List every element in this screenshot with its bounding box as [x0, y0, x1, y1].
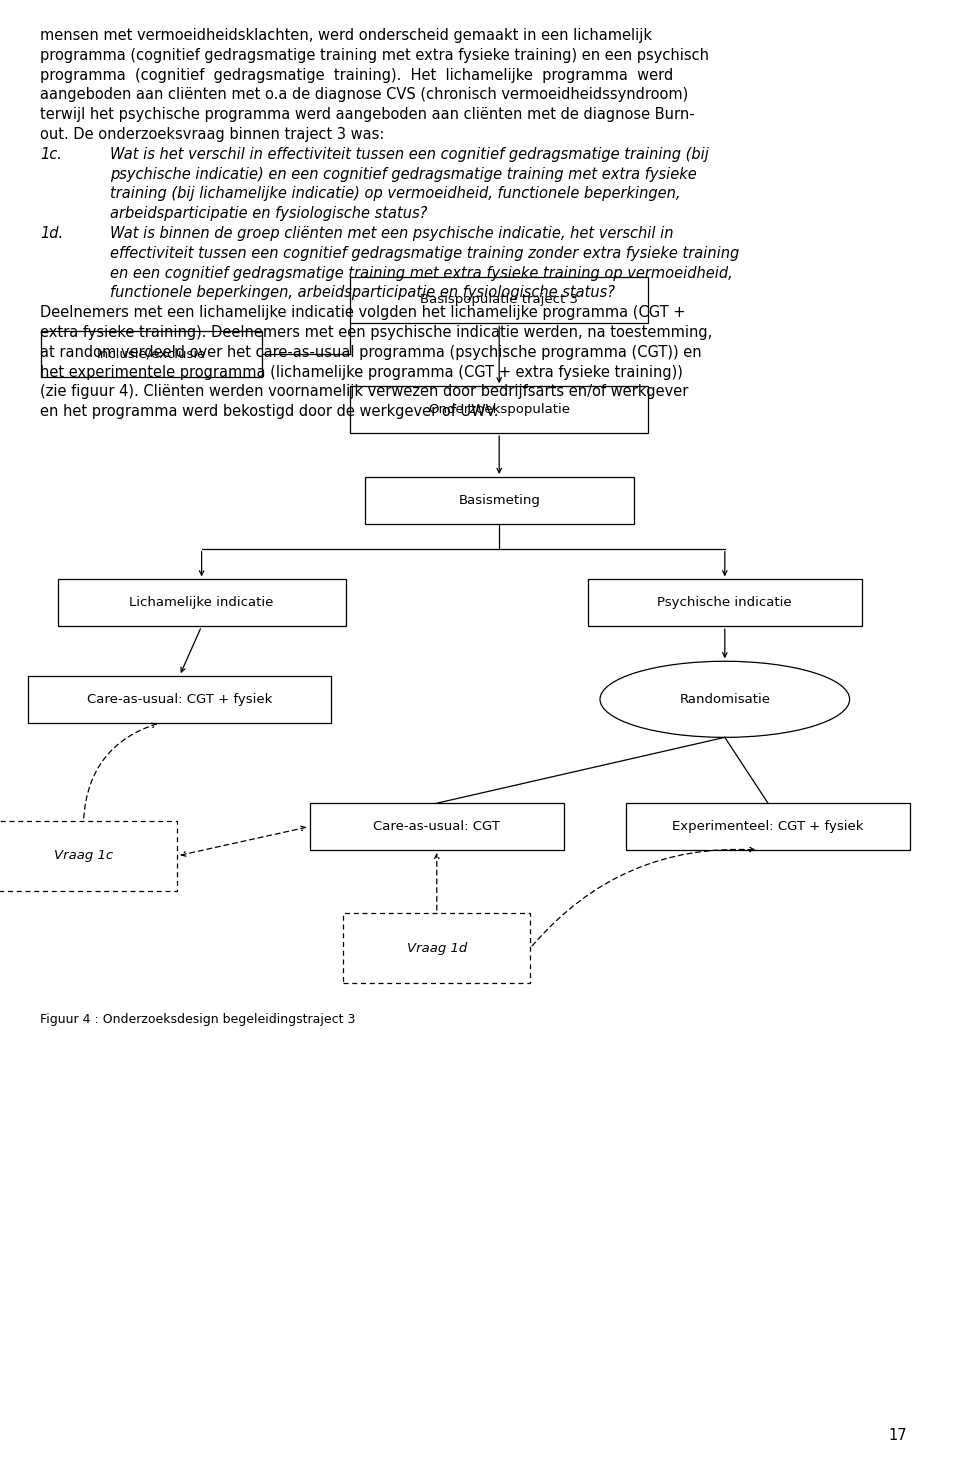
Text: functionele beperkingen, arbeidsparticipatie en fysiologische status?: functionele beperkingen, arbeidsparticip… [110, 285, 615, 300]
Text: Onderzoekspopulatie: Onderzoekspopulatie [428, 404, 570, 415]
FancyBboxPatch shape [627, 803, 910, 850]
Text: het experimentele programma (lichamelijke programma (CGT + extra fysieke trainin: het experimentele programma (lichamelijk… [40, 364, 684, 379]
Text: extra fysieke training). Deelnemers met een psychische indicatie werden, na toes: extra fysieke training). Deelnemers met … [40, 325, 712, 339]
Text: Psychische indicatie: Psychische indicatie [658, 597, 792, 609]
Text: (zie figuur 4). Cliënten werden voornamelijk verwezen door bedrijfsarts en/of we: (zie figuur 4). Cliënten werden voorname… [40, 385, 688, 399]
Text: Basismeting: Basismeting [458, 494, 540, 506]
Text: Deelnemers met een lichamelijke indicatie volgden het lichamelijke programma (CG: Deelnemers met een lichamelijke indicati… [40, 306, 685, 320]
Text: programma (cognitief gedragsmatige training met extra fysieke training) en een p: programma (cognitief gedragsmatige train… [40, 48, 709, 63]
Text: Wat is binnen de groep cliënten met een psychische indicatie, het verschil in: Wat is binnen de groep cliënten met een … [110, 225, 674, 241]
Text: Vraag 1c: Vraag 1c [54, 850, 113, 862]
FancyBboxPatch shape [350, 277, 648, 323]
Text: Vraag 1d: Vraag 1d [407, 942, 467, 954]
FancyBboxPatch shape [41, 331, 262, 377]
Text: Wat is het verschil in effectiviteit tussen een cognitief gedragsmatige training: Wat is het verschil in effectiviteit tus… [110, 146, 709, 162]
Text: out. De onderzoeksvraag binnen traject 3 was:: out. De onderzoeksvraag binnen traject 3… [40, 127, 385, 142]
FancyBboxPatch shape [344, 913, 530, 983]
Text: training (bij lichamelijke indicatie) op vermoeidheid, functionele beperkingen,: training (bij lichamelijke indicatie) op… [110, 186, 681, 202]
Text: aangeboden aan cliënten met o.a de diagnose CVS (chronisch vermoeidheidssyndroom: aangeboden aan cliënten met o.a de diagn… [40, 88, 688, 102]
Text: at random verdeeld over het care-as-usual programma (psychische programma (CGT)): at random verdeeld over het care-as-usua… [40, 345, 702, 360]
Text: terwijl het psychische programma werd aangeboden aan cliënten met de diagnose Bu: terwijl het psychische programma werd aa… [40, 107, 695, 123]
Text: Basispopulatie traject 3: Basispopulatie traject 3 [420, 294, 578, 306]
FancyBboxPatch shape [309, 803, 564, 850]
FancyBboxPatch shape [365, 477, 634, 524]
Text: 1c.: 1c. [40, 146, 62, 162]
Text: en het programma werd bekostigd door de werkgever of UWV.: en het programma werd bekostigd door de … [40, 404, 499, 420]
Ellipse shape [600, 661, 850, 737]
Text: 1d.: 1d. [40, 225, 63, 241]
Text: Lichamelijke indicatie: Lichamelijke indicatie [130, 597, 274, 609]
Text: programma  (cognitief  gedragsmatige  training).  Het  lichamelijke  programma  : programma (cognitief gedragsmatige train… [40, 67, 674, 82]
Text: Experimenteel: CGT + fysiek: Experimenteel: CGT + fysiek [672, 821, 864, 832]
FancyBboxPatch shape [350, 386, 648, 433]
Text: Care-as-usual: CGT: Care-as-usual: CGT [373, 821, 500, 832]
Text: arbeidsparticipatie en fysiologische status?: arbeidsparticipatie en fysiologische sta… [110, 206, 428, 221]
Text: Figuur 4 : Onderzoeksdesign begeleidingstraject 3: Figuur 4 : Onderzoeksdesign begeleidings… [40, 1014, 356, 1026]
Text: mensen met vermoeidheidsklachten, werd onderscheid gemaakt in een lichamelijk: mensen met vermoeidheidsklachten, werd o… [40, 28, 653, 42]
Text: effectiviteit tussen een cognitief gedragsmatige training zonder extra fysieke t: effectiviteit tussen een cognitief gedra… [110, 246, 739, 260]
FancyBboxPatch shape [588, 579, 861, 626]
Text: psychische indicatie) en een cognitief gedragsmatige training met extra fysieke: psychische indicatie) en een cognitief g… [110, 167, 697, 181]
FancyBboxPatch shape [58, 579, 346, 626]
Text: Inclusie/exclusie: Inclusie/exclusie [97, 348, 206, 360]
Text: en een cognitief gedragsmatige training met extra fysieke training op vermoeidhe: en een cognitief gedragsmatige training … [110, 266, 733, 281]
FancyBboxPatch shape [0, 821, 177, 891]
Text: Care-as-usual: CGT + fysiek: Care-as-usual: CGT + fysiek [86, 693, 273, 705]
Text: 17: 17 [888, 1428, 907, 1443]
FancyBboxPatch shape [29, 676, 330, 723]
Text: Randomisatie: Randomisatie [680, 693, 770, 705]
